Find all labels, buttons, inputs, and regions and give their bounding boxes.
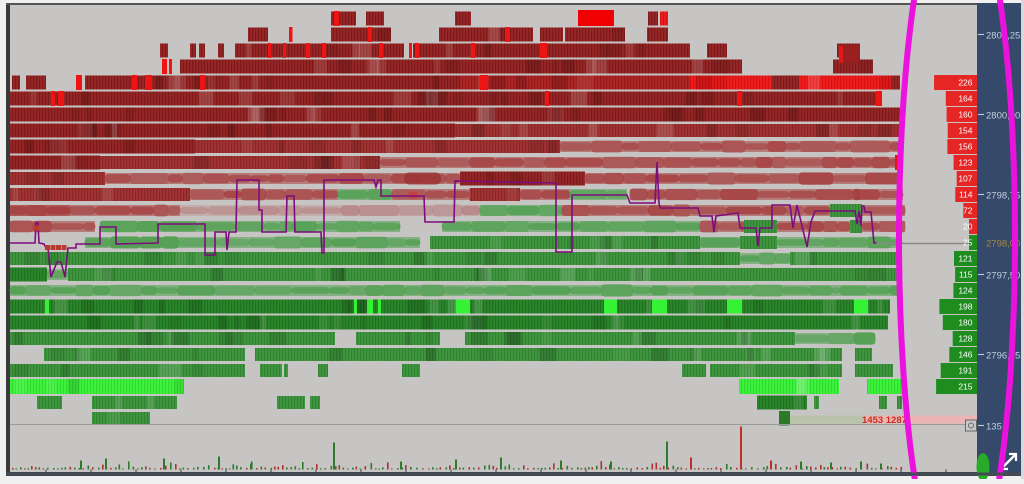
svg-text:124: 124 [958,286,972,296]
svg-text:115: 115 [959,270,973,280]
svg-text:72: 72 [963,206,973,216]
svg-text:20: 20 [963,222,973,232]
svg-text:226: 226 [958,78,972,88]
svg-text:198: 198 [958,302,972,312]
svg-text:2797,50: 2797,50 [986,271,1020,282]
svg-text:2798,00: 2798,00 [986,239,1020,250]
svg-text:154: 154 [958,126,972,136]
svg-text:160: 160 [958,110,972,120]
svg-text:107: 107 [958,174,972,184]
svg-text:164: 164 [958,94,972,104]
svg-text:2800,00: 2800,00 [986,111,1020,122]
svg-text:1453 1287: 1453 1287 [862,415,907,426]
svg-text:121: 121 [958,254,972,264]
svg-text:114: 114 [959,190,973,200]
svg-text:135: 135 [986,422,1002,433]
svg-text:25: 25 [963,238,973,248]
svg-text:2798,75: 2798,75 [986,191,1020,202]
svg-text:123: 123 [958,158,972,168]
svg-text:215: 215 [958,382,972,392]
svg-text:128: 128 [958,334,972,344]
svg-text:146: 146 [958,350,972,360]
svg-text:2796,25: 2796,25 [986,351,1020,362]
svg-text:191: 191 [958,366,972,376]
svg-text:156: 156 [958,142,972,152]
svg-text:180: 180 [958,318,972,328]
